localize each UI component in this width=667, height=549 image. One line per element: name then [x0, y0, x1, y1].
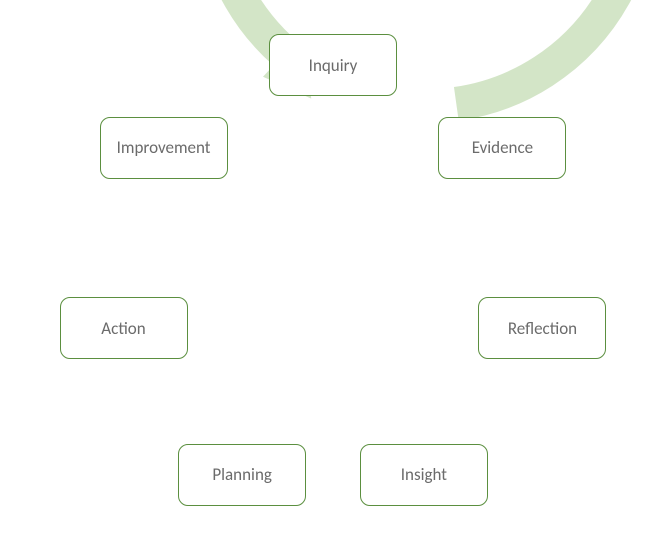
node-planning: Planning: [178, 444, 306, 506]
node-evidence: Evidence: [438, 117, 566, 179]
node-label: Inquiry: [309, 55, 358, 76]
node-label: Planning: [212, 464, 272, 485]
node-label: Evidence: [472, 137, 533, 158]
node-label: Reflection: [508, 318, 577, 339]
node-label: Improvement: [117, 137, 211, 158]
node-inquiry: Inquiry: [269, 34, 397, 96]
node-improvement: Improvement: [100, 117, 228, 179]
node-insight: Insight: [360, 444, 488, 506]
node-action: Action: [60, 297, 188, 359]
node-label: Insight: [401, 464, 447, 485]
node-label: Action: [101, 318, 145, 339]
cycle-diagram: Inquiry Evidence Reflection Insight Planning…: [0, 0, 667, 549]
node-reflection: Reflection: [478, 297, 606, 359]
